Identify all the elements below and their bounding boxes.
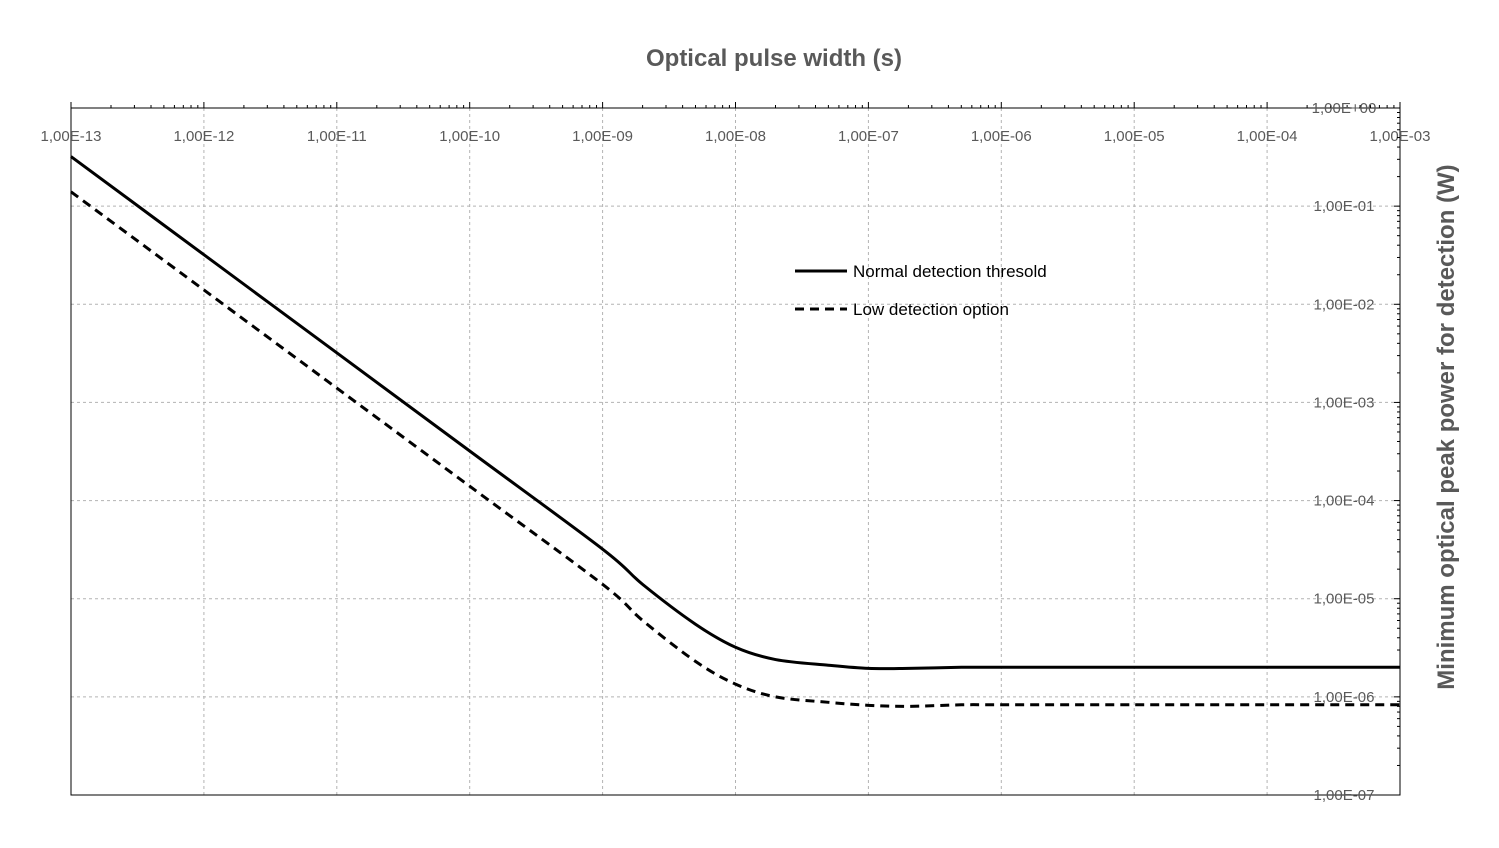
x-tick-label: 1,00E-08	[705, 128, 766, 145]
x-tick-label: 1,00E-05	[1104, 128, 1165, 145]
y-tick-label: 1,00E-03	[1314, 394, 1375, 411]
x-ticks: 1,00E-13 1,00E-12 1,00E-11 1,00E-10 1,00E-09…	[41, 102, 1431, 145]
x-tick-label: 1,00E-04	[1237, 128, 1298, 145]
y-tick-label: 1,00E-01	[1314, 198, 1375, 215]
grid	[71, 108, 1400, 795]
series-line-normal	[70, 155, 1400, 671]
y-axis-title: Minimum optical peak power for detection…	[1433, 164, 1460, 689]
x-tick-label: 1,00E-13	[41, 128, 102, 145]
y-ticks: 1,00E+00 1,00E-01 1,00E-02 1,00E-03 1,00E-04…	[1312, 100, 1400, 804]
y-tick-label: 1,00E-04	[1314, 493, 1375, 510]
x-tick-label: 1,00E-11	[307, 128, 367, 145]
legend-label-low: Low detection option	[853, 300, 1009, 319]
x-tick-label: 1,00E-10	[439, 128, 500, 145]
x-tick-label: 1,00E-09	[572, 128, 633, 145]
y-tick-label: 1,00E+00	[1312, 100, 1377, 117]
y-tick-label: 1,00E-05	[1314, 591, 1375, 608]
series-line-low	[70, 190, 1400, 708]
series-group	[70, 155, 1400, 708]
y-tick-label: 1,00E-07	[1314, 787, 1375, 804]
x-axis-title: Optical pulse width (s)	[646, 45, 902, 72]
y-tick-label: 1,00E-02	[1314, 296, 1375, 313]
legend-label-normal: Normal detection thresold	[853, 262, 1047, 281]
legend: Normal detection thresold Low detection …	[795, 262, 1047, 319]
x-tick-label: 1,00E-03	[1370, 128, 1431, 145]
x-tick-label: 1,00E-07	[838, 128, 899, 145]
y-tick-label: 1,00E-06	[1314, 689, 1375, 706]
x-tick-label: 1,00E-12	[173, 128, 234, 145]
x-tick-label: 1,00E-06	[971, 128, 1032, 145]
